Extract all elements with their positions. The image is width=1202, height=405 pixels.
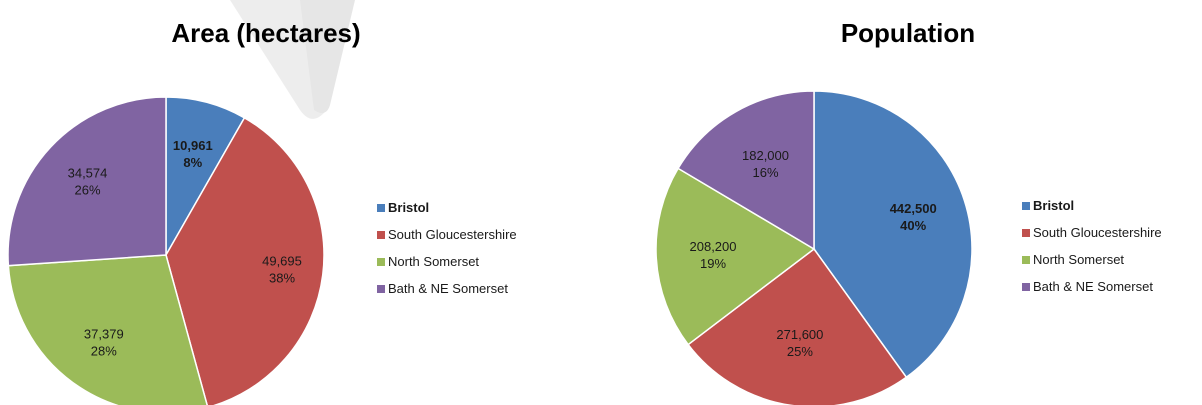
legend-swatch-north-somerset bbox=[377, 258, 385, 266]
legend-swatch-bath-and-ne-somerset bbox=[1022, 283, 1030, 291]
legend-swatch-south-gloucestershire bbox=[1022, 229, 1030, 237]
data-label-percent-bristol: 8% bbox=[183, 155, 202, 170]
pie-chart-population: 442,500 40% 271,600 25% 208,200 19% 182,000 16% bbox=[655, 90, 973, 405]
legend-swatch-bristol bbox=[377, 204, 385, 212]
data-label-value-bristol: 10,961 bbox=[173, 138, 213, 153]
data-label-percent-south-gloucestershire: 25% bbox=[787, 344, 813, 359]
legend-swatch-bath-and-ne-somerset bbox=[377, 285, 385, 293]
data-label-percent-bath-and-ne-somerset: 16% bbox=[752, 165, 778, 180]
legend-label-bath-and-ne-somerset: Bath & NE Somerset bbox=[1033, 279, 1153, 294]
chart-title-population: Population bbox=[841, 18, 975, 48]
legend-label-south-gloucestershire: South Gloucestershire bbox=[388, 227, 517, 242]
watermark-shape bbox=[230, 0, 355, 119]
pie-slice-south-gloucestershire bbox=[165, 116, 325, 405]
legend-label-north-somerset: North Somerset bbox=[1033, 252, 1124, 267]
legend-swatch-bristol bbox=[1022, 202, 1030, 210]
pie-slice-north-somerset bbox=[655, 167, 816, 346]
pie-slice-bath-and-ne-somerset bbox=[7, 96, 167, 267]
legend-label-bath-and-ne-somerset: Bath & NE Somerset bbox=[388, 281, 508, 296]
chart-title-area: Area (hectares) bbox=[171, 18, 360, 48]
data-label-percent-north-somerset: 19% bbox=[700, 256, 726, 271]
pie-slice-north-somerset bbox=[7, 254, 208, 405]
pie-slice-bristol bbox=[813, 90, 973, 379]
legend-population: Bristol South Gloucestershire North Somers… bbox=[1022, 198, 1162, 294]
data-label-value-north-somerset: 208,200 bbox=[690, 239, 737, 254]
legend-swatch-north-somerset bbox=[1022, 256, 1030, 264]
pie-slice-bath-and-ne-somerset bbox=[677, 90, 815, 251]
legend-label-bristol: Bristol bbox=[388, 200, 429, 215]
data-label-percent-south-gloucestershire: 38% bbox=[269, 271, 295, 286]
data-label-value-south-gloucestershire: 49,695 bbox=[262, 254, 302, 269]
data-label-value-bath-and-ne-somerset: 182,000 bbox=[742, 148, 789, 163]
data-label-value-bath-and-ne-somerset: 34,574 bbox=[68, 166, 108, 181]
legend-label-north-somerset: North Somerset bbox=[388, 254, 479, 269]
data-label-percent-north-somerset: 28% bbox=[91, 344, 117, 359]
data-label-value-bristol: 442,500 bbox=[890, 201, 937, 216]
legend-label-bristol: Bristol bbox=[1033, 198, 1074, 213]
data-label-percent-bristol: 40% bbox=[900, 218, 926, 233]
data-label-percent-bath-and-ne-somerset: 26% bbox=[74, 183, 100, 198]
pie-chart-area: 10,961 8% 49,695 38% 37,379 28% 34,574 26% bbox=[7, 96, 325, 405]
legend-label-south-gloucestershire: South Gloucestershire bbox=[1033, 225, 1162, 240]
data-label-value-south-gloucestershire: 271,600 bbox=[776, 327, 823, 342]
legend-area: Bristol South Gloucestershire North Somers… bbox=[377, 200, 517, 296]
data-label-value-north-somerset: 37,379 bbox=[84, 327, 124, 342]
legend-swatch-south-gloucestershire bbox=[377, 231, 385, 239]
pie-slice-south-gloucestershire bbox=[687, 247, 908, 405]
